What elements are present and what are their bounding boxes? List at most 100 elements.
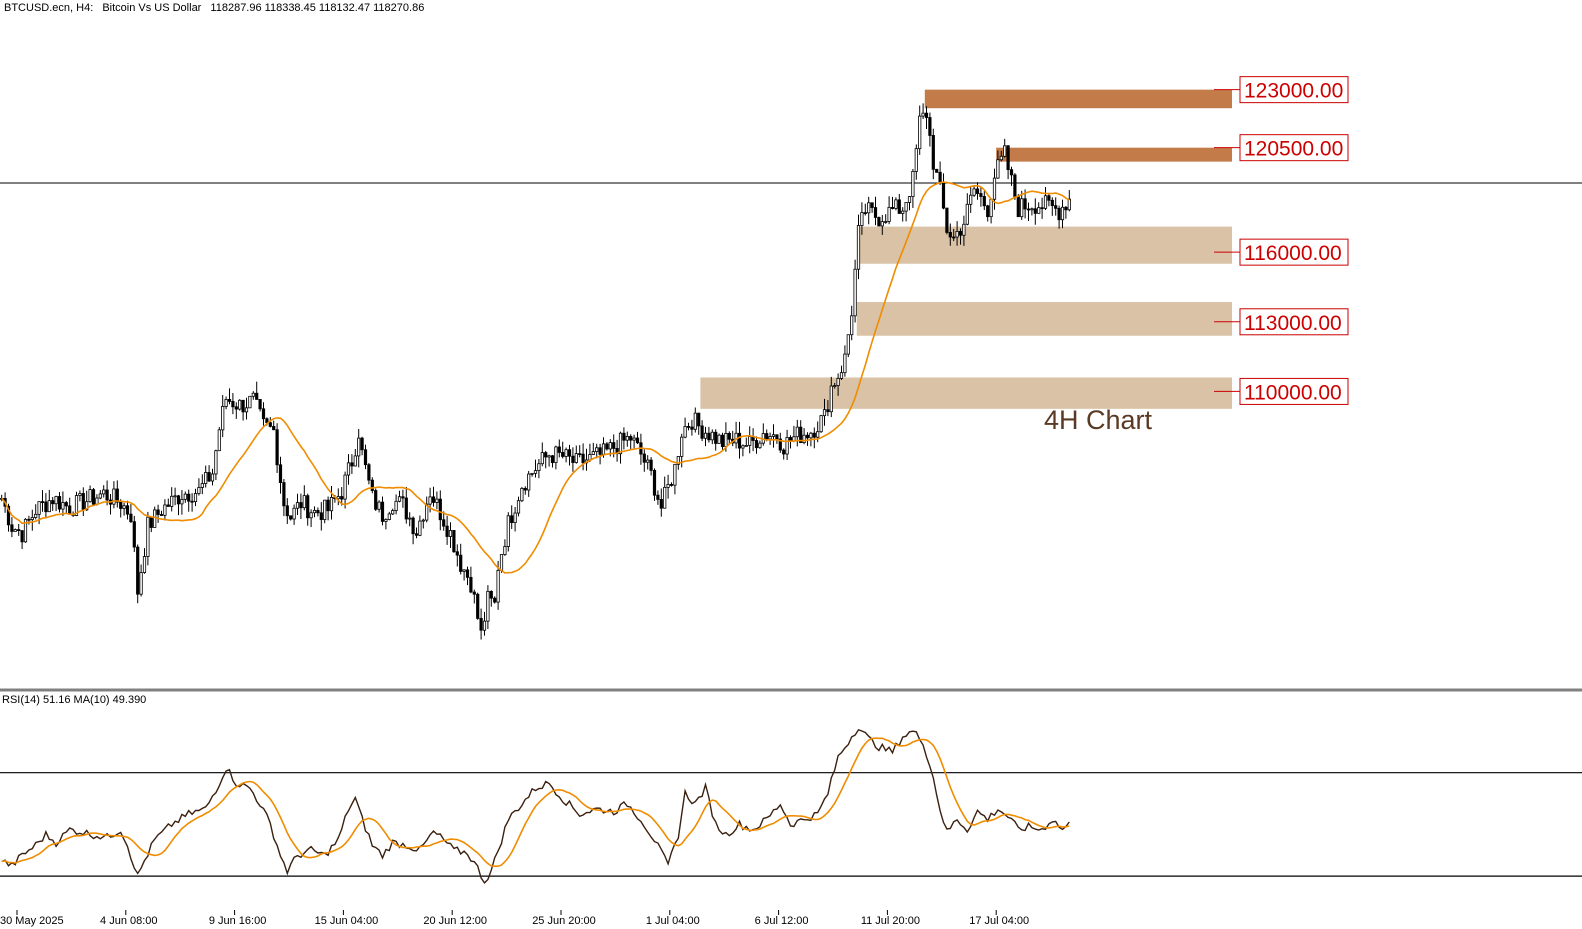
candle-body xyxy=(707,432,711,441)
candle-body xyxy=(34,513,38,518)
candle-body xyxy=(40,501,45,504)
candle-body xyxy=(1026,208,1031,211)
rsi-ma-line xyxy=(1,737,1070,868)
candle-body xyxy=(1054,205,1058,209)
candle-body xyxy=(1030,208,1034,211)
rsi-label: RSI(14) 51.16 MA(10) 49.390 xyxy=(2,694,146,706)
candle-body xyxy=(132,521,136,548)
candle-body xyxy=(1003,145,1007,157)
x-tick-label: 6 Jul 12:00 xyxy=(755,915,809,927)
candle-body xyxy=(516,500,521,514)
candle-body xyxy=(200,483,204,488)
candle-body xyxy=(227,399,232,402)
timeframe-annotation: 4H Chart xyxy=(1044,405,1153,435)
candle-body xyxy=(625,436,629,441)
candle-body xyxy=(659,499,663,509)
candle-body xyxy=(462,569,466,572)
candle-body xyxy=(986,205,990,218)
candle-body xyxy=(425,503,429,521)
candle-body xyxy=(649,459,653,471)
candle-body xyxy=(20,530,24,543)
candle-body xyxy=(537,463,541,472)
candle-body xyxy=(965,203,969,225)
candle-body xyxy=(530,472,534,475)
candle-body xyxy=(329,496,334,512)
candle-body xyxy=(10,524,14,532)
candle-body xyxy=(581,453,585,464)
candle-body xyxy=(64,502,68,507)
candle-body xyxy=(1043,195,1048,209)
candle-body xyxy=(217,429,221,452)
candle-body xyxy=(506,515,510,547)
candle-body xyxy=(972,188,976,196)
candle-body xyxy=(979,193,983,197)
candle-body xyxy=(499,554,504,571)
candle-body xyxy=(533,470,538,474)
candle-body xyxy=(377,501,381,510)
candle-body xyxy=(656,494,660,500)
candle-body xyxy=(431,496,436,503)
candle-body xyxy=(754,440,759,449)
candle-body xyxy=(282,482,286,507)
candle-body xyxy=(816,431,820,438)
zone-support-4 xyxy=(700,377,1232,409)
candle-body xyxy=(992,177,997,200)
candle-body xyxy=(81,493,85,511)
candle-body xyxy=(336,496,340,500)
candle-body xyxy=(44,501,48,513)
candle-body xyxy=(183,493,187,500)
zone-support-2 xyxy=(856,226,1232,264)
candle-body xyxy=(102,489,106,495)
candle-body xyxy=(550,455,555,464)
candle-body xyxy=(741,445,745,449)
candle-body xyxy=(278,464,283,483)
candle-body xyxy=(238,399,242,410)
candle-body xyxy=(193,493,198,503)
candle-body xyxy=(554,446,558,464)
candle-body xyxy=(248,395,252,409)
candle-body xyxy=(91,489,96,505)
candle-body xyxy=(309,512,313,519)
candle-body xyxy=(632,437,636,441)
x-tick-label: 30 May 2025 xyxy=(0,915,64,927)
level-label-box xyxy=(1239,377,1349,405)
candle-body xyxy=(384,519,388,522)
candle-body xyxy=(884,221,888,223)
candle-body xyxy=(652,469,657,496)
x-tick-label: 9 Jun 16:00 xyxy=(209,915,267,927)
candle-body xyxy=(98,493,102,499)
candle-body xyxy=(224,399,228,407)
candle-body xyxy=(139,572,143,595)
candle-body xyxy=(397,496,402,502)
candle-body xyxy=(771,434,776,437)
rsi-levels xyxy=(0,772,1582,877)
candle-body xyxy=(486,590,490,622)
candle-body xyxy=(860,212,864,226)
candle-body xyxy=(686,426,691,428)
candle-body xyxy=(802,434,806,444)
candle-body xyxy=(346,462,351,476)
candle-body xyxy=(975,188,980,194)
candle-body xyxy=(877,217,881,227)
candle-body xyxy=(795,426,799,438)
candle-body xyxy=(153,509,157,528)
candle-body xyxy=(340,496,344,500)
candle-body xyxy=(853,268,857,317)
candle-body xyxy=(601,443,606,455)
candle-body xyxy=(299,502,303,509)
candle-body xyxy=(323,499,327,520)
candle-body xyxy=(527,473,531,491)
candle-body xyxy=(306,495,310,519)
candle-body xyxy=(166,504,170,507)
candle-body xyxy=(690,426,694,430)
candle-body xyxy=(343,474,347,500)
candle-body xyxy=(629,436,633,441)
candle-body xyxy=(523,487,527,491)
level-label-box xyxy=(1239,308,1349,336)
candle-body xyxy=(544,452,548,458)
candle-body xyxy=(54,496,58,505)
level-label: 123000.00 xyxy=(1244,80,1343,103)
candle-body xyxy=(472,591,476,595)
candle-body xyxy=(85,501,89,511)
candle-body xyxy=(945,207,949,233)
